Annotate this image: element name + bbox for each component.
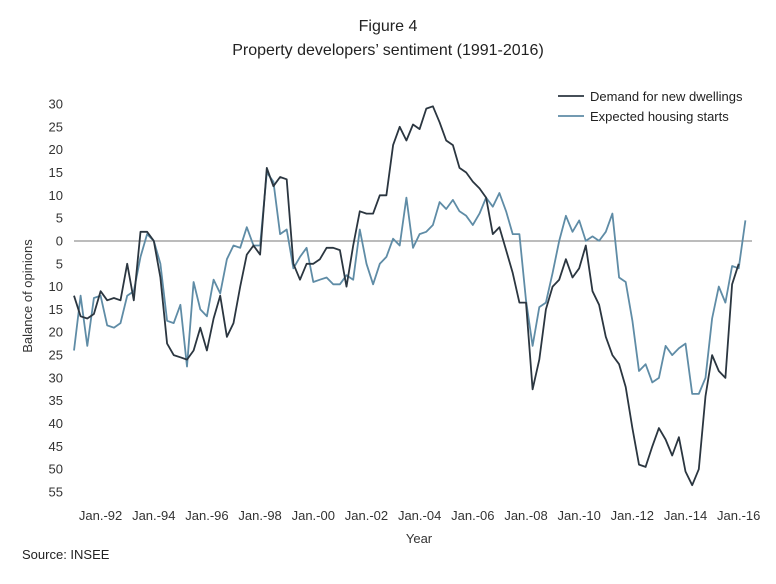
y-tick-label: 0 — [56, 233, 63, 248]
legend-label: Demand for new dwellings — [590, 89, 743, 104]
x-tick-label: Jan.-10 — [557, 508, 600, 523]
legend-label: Expected housing starts — [590, 109, 729, 124]
y-tick-label: 10 — [49, 279, 63, 294]
y-tick-label: 25 — [49, 119, 63, 134]
x-tick-label: Jan.-16 — [717, 508, 760, 523]
y-tick-label: 20 — [49, 142, 63, 157]
x-tick-label: Jan.-96 — [185, 508, 228, 523]
chart-title: Property developers’ sentiment (1991-201… — [232, 42, 544, 59]
source-note: Source: INSEE — [22, 547, 110, 562]
y-axis-label: Balance of opinions — [20, 239, 35, 353]
x-axis: Jan.-92 Jan.-94 Jan.-96 Jan.-98 Jan.-00 Jan.-… — [79, 508, 760, 523]
legend: Demand for new dwellings Expected housing… — [558, 89, 743, 124]
x-tick-label: Jan.-12 — [611, 508, 654, 523]
series-lines — [73, 105, 747, 487]
figure-label: Figure 4 — [358, 18, 418, 35]
x-tick-label: Jan.-98 — [238, 508, 281, 523]
y-tick-label: 50 — [49, 462, 63, 477]
x-tick-label: Jan.-08 — [504, 508, 547, 523]
x-tick-label: Jan.-00 — [292, 508, 335, 523]
y-tick-label: 35 — [49, 393, 63, 408]
x-tick-label: Jan.-02 — [345, 508, 388, 523]
y-tick-label: 40 — [49, 416, 63, 431]
x-tick-label: Jan.-14 — [664, 508, 707, 523]
y-tick-label: 30 — [49, 370, 63, 385]
x-axis-label: Year — [406, 531, 433, 546]
x-tick-label: Jan.-04 — [398, 508, 441, 523]
x-tick-label: Jan.-06 — [451, 508, 494, 523]
y-tick-label: 55 — [49, 485, 63, 500]
y-tick-label: 10 — [49, 188, 63, 203]
x-tick-label: Jan.-94 — [132, 508, 175, 523]
series-line-2 — [73, 171, 747, 395]
y-tick-label: 20 — [49, 325, 63, 340]
y-tick-label: 15 — [49, 165, 63, 180]
y-tick-label: 15 — [49, 302, 63, 317]
y-tick-label: 45 — [49, 439, 63, 454]
x-tick-label: Jan.-92 — [79, 508, 122, 523]
series-line-1 — [73, 105, 740, 487]
y-tick-label: 5 — [56, 211, 63, 226]
y-tick-label: 30 — [49, 97, 63, 112]
y-tick-label: 5 — [56, 256, 63, 271]
y-tick-label: 25 — [49, 348, 63, 363]
